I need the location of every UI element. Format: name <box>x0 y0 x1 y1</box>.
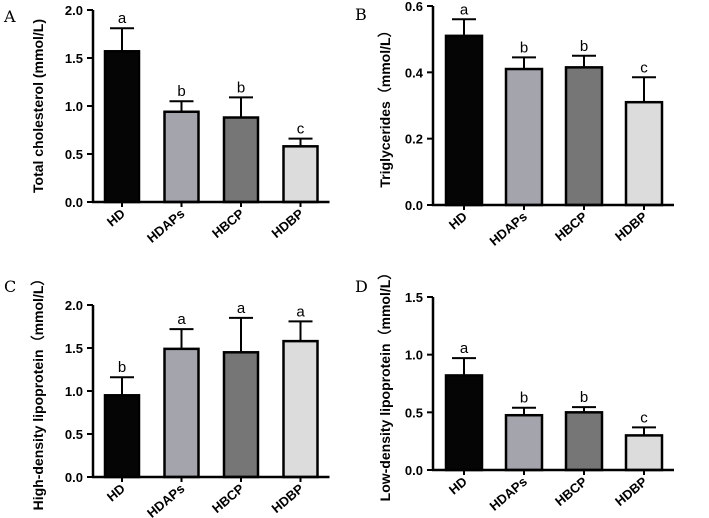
significance-letter: a <box>296 303 305 320</box>
bar-hdbp <box>282 145 319 204</box>
category-label: HBCP <box>552 209 590 244</box>
significance-letter: a <box>177 311 186 328</box>
panel-letter: B <box>355 5 367 24</box>
category-label: HBCP <box>552 474 590 509</box>
bar-hd <box>103 50 141 204</box>
panel-letter: A <box>3 7 16 26</box>
y-tick-label: 2.0 <box>65 3 83 18</box>
significance-letter: b <box>580 38 588 55</box>
y-axis-label: Total cholesterol (mmol/L) <box>30 19 46 193</box>
panel-d: D Low-density lipoprotein（mmol/L） a HD b HDAP… <box>355 266 674 514</box>
category-label: HD <box>446 474 470 498</box>
bar-hbcp <box>222 351 260 479</box>
bar-hdbp <box>282 339 319 479</box>
y-tick-label: 2.0 <box>65 298 83 313</box>
significance-letter: c <box>640 409 648 426</box>
y-tick-label: 0.6 <box>405 0 423 14</box>
significance-letter: b <box>520 390 528 407</box>
bar-hbcp <box>564 66 604 207</box>
y-tick-label: 1.0 <box>405 348 423 363</box>
category-label: HDAPs <box>487 209 530 249</box>
significance-letter: c <box>297 121 305 138</box>
bar-hdaps <box>504 413 544 472</box>
bar-hbcp <box>564 411 604 472</box>
bar-hdaps <box>163 347 200 479</box>
significance-letter: b <box>118 359 126 376</box>
significance-letter: a <box>118 10 127 27</box>
bar-hbcp <box>222 116 260 204</box>
y-tick-label: 1.5 <box>405 290 423 305</box>
significance-letter: c <box>640 59 648 76</box>
significance-letter: a <box>460 340 469 357</box>
category-label: HDBP <box>612 209 650 244</box>
significance-letter: b <box>520 39 528 56</box>
panel-letter: D <box>355 277 368 296</box>
y-tick-label: 0.5 <box>65 427 83 442</box>
y-tick-label: 1.0 <box>65 384 83 399</box>
significance-letter: a <box>237 300 246 317</box>
category-label: HBCP <box>209 481 247 516</box>
significance-letter: b <box>177 83 185 100</box>
y-axis-label: High-density lipoprotein（mmol/L） <box>30 272 46 511</box>
y-tick-label: 0.5 <box>405 405 423 420</box>
y-tick-label: 0.0 <box>405 198 423 213</box>
category-label: HDBP <box>269 481 307 516</box>
category-label: HDAPs <box>487 474 530 514</box>
y-tick-label: 0.4 <box>405 65 424 80</box>
bar-hdbp <box>624 434 664 472</box>
y-tick-label: 0.0 <box>405 463 423 478</box>
bar-hd <box>444 34 484 207</box>
y-tick-label: 1.0 <box>65 99 83 114</box>
category-label: HD <box>104 481 128 505</box>
bar-hdaps <box>504 67 544 207</box>
y-tick-label: 1.5 <box>65 341 83 356</box>
category-label: HD <box>104 206 128 230</box>
y-tick-label: 0.5 <box>65 147 83 162</box>
category-label: HBCP <box>209 206 247 241</box>
y-tick-label: 0.0 <box>65 470 83 485</box>
panel-letter: C <box>4 277 16 296</box>
panel-a: A Total cholesterol (mmol/L) a HD b HDAPs b HBC… <box>3 3 330 246</box>
category-label: HDAPs <box>144 206 187 246</box>
significance-letter: b <box>580 389 588 406</box>
y-axis-label: Triglycerides（mmol/L） <box>377 23 393 187</box>
category-label: HDBP <box>612 474 650 509</box>
category-label: HD <box>446 209 470 233</box>
panel-c: C High-density lipoprotein（mmol/L） b HD a HDA… <box>4 272 330 518</box>
significance-letter: a <box>460 1 469 18</box>
bar-hd <box>444 374 484 472</box>
y-tick-label: 0.2 <box>405 132 423 147</box>
category-label: HDAPs <box>144 481 187 518</box>
category-label: HDBP <box>269 206 307 241</box>
y-tick-label: 1.5 <box>65 51 83 66</box>
bar-hdbp <box>624 100 664 207</box>
bar-hdaps <box>163 110 200 204</box>
significance-letter: b <box>237 79 245 96</box>
bar-hd <box>103 394 141 479</box>
y-tick-label: 0.0 <box>65 195 83 210</box>
y-axis-label: Low-density lipoprotein（mmol/L） <box>377 266 393 502</box>
panel-b: B Triglycerides（mmol/L） a HD b HDAPs b HBCP c HDB… <box>355 0 674 249</box>
